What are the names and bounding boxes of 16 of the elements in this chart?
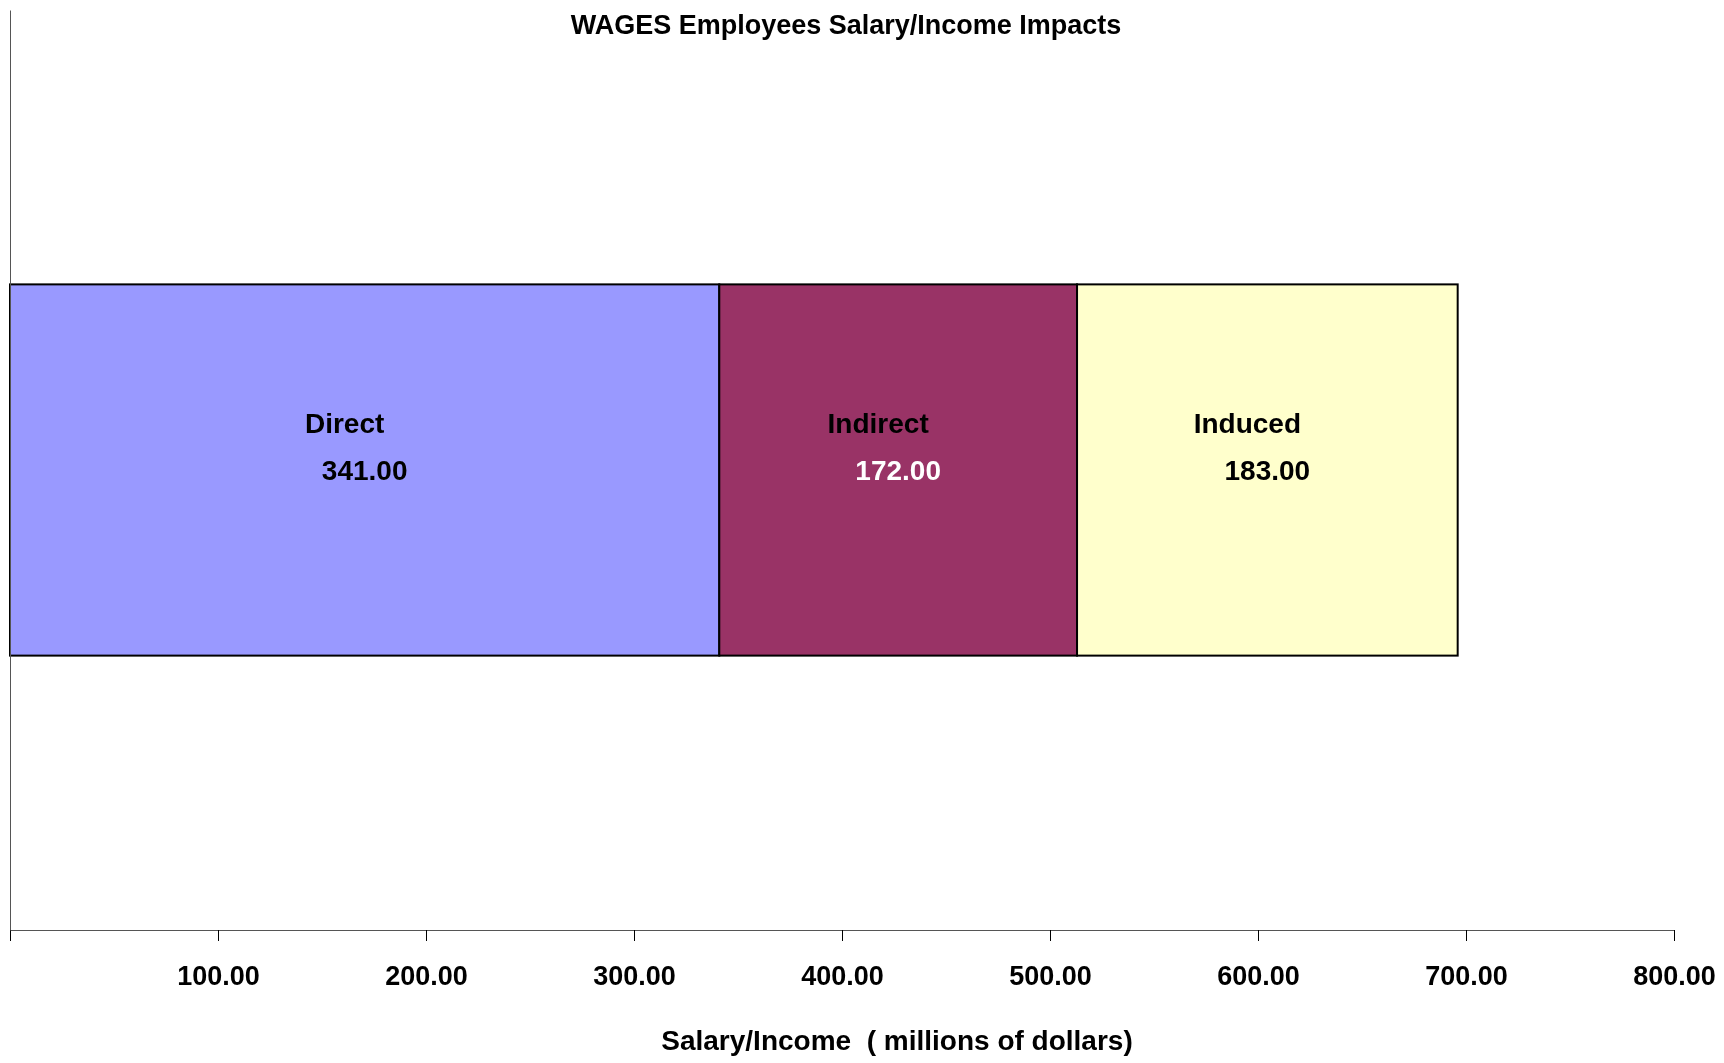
data-label: 183.00 <box>1224 455 1311 486</box>
series-label: Induced <box>1193 408 1302 439</box>
series-label: Direct <box>304 408 385 439</box>
x-tick-label: 600.00 <box>1217 960 1300 991</box>
x-tick-label: 800.00 <box>1633 960 1716 991</box>
x-axis-title: Salary/Income ( millions of dollars) <box>661 1025 1133 1056</box>
data-label: 341.00 <box>321 455 408 486</box>
chart-title: WAGES Employees Salary/Income Impacts <box>570 10 1122 40</box>
series-label: Indirect <box>827 408 929 439</box>
x-tick-label: 700.00 <box>1425 960 1508 991</box>
x-tick-label: 200.00 <box>385 960 468 991</box>
x-tick-label: 300.00 <box>593 960 676 991</box>
x-tick-label: 500.00 <box>1009 960 1092 991</box>
x-tick-label: 100.00 <box>177 960 260 991</box>
x-tick-label: 400.00 <box>801 960 884 991</box>
data-label: 172.00 <box>855 455 941 486</box>
